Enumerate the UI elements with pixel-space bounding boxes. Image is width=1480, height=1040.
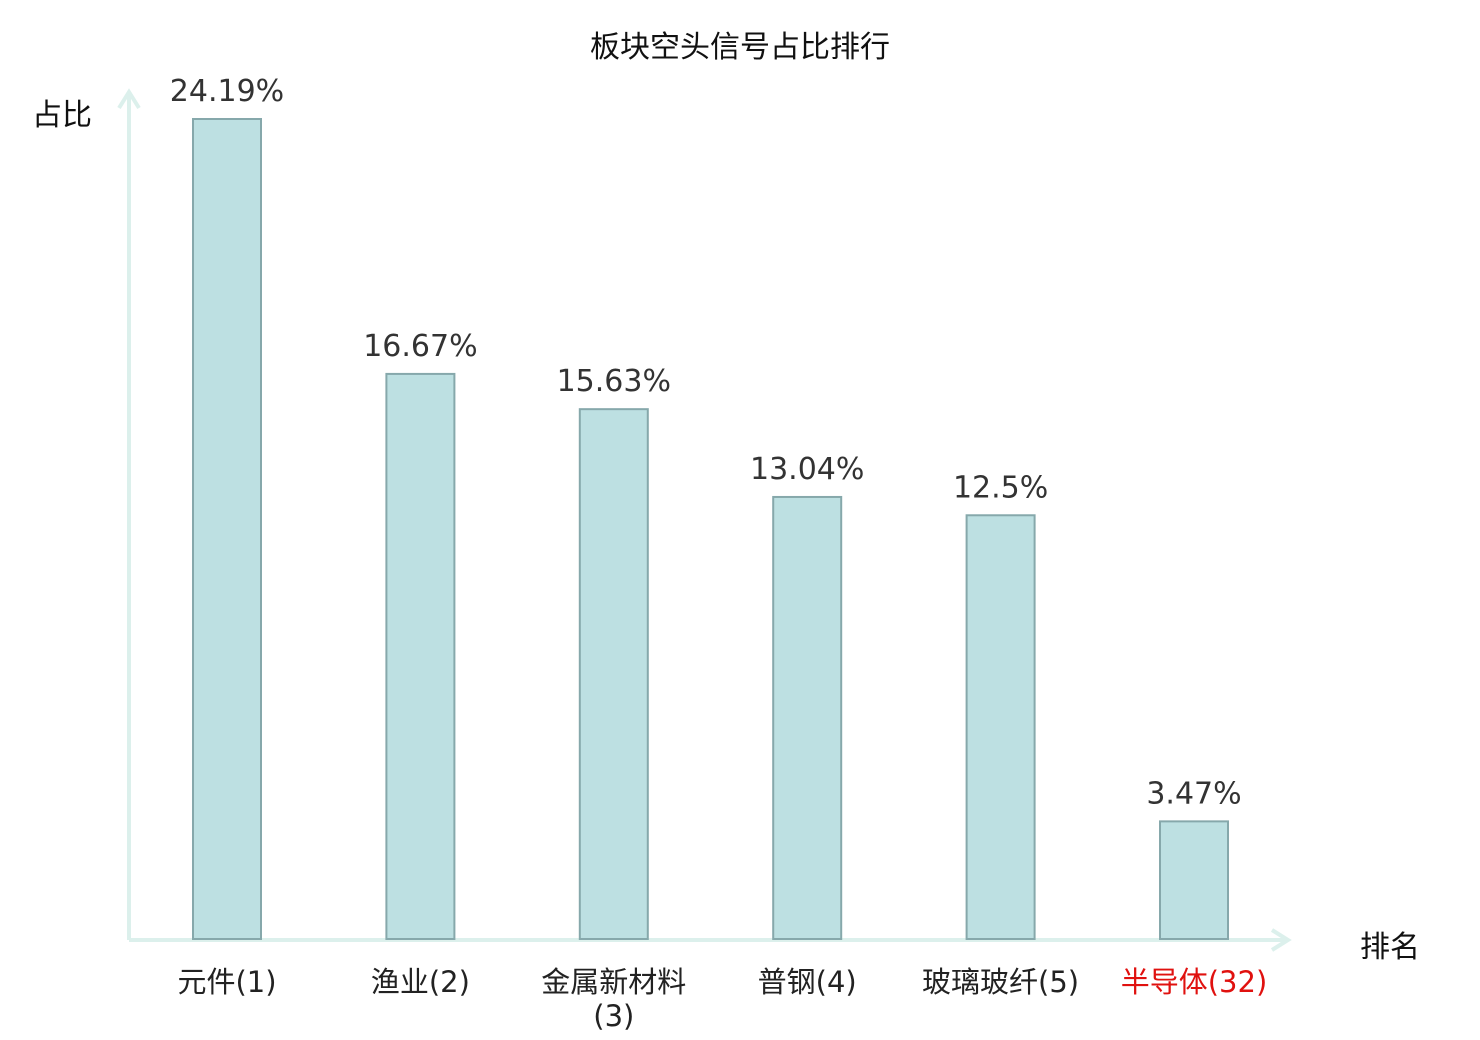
chart-title: 板块空头信号占比排行 xyxy=(590,30,890,65)
category-label-line: 元件(1) xyxy=(177,965,277,999)
bar-6 xyxy=(1159,820,1229,940)
y-axis-label: 占比 xyxy=(32,98,92,133)
value-label-6: 3.47% xyxy=(1146,776,1241,811)
value-label-1: 24.19% xyxy=(170,74,284,109)
bar-3 xyxy=(578,408,649,940)
chart-axes xyxy=(117,88,1292,952)
category-label-line: 玻璃玻纤(5) xyxy=(922,965,1080,999)
category-label-5: 玻璃玻纤(5) xyxy=(906,965,1096,999)
value-label-5: 12.5% xyxy=(953,470,1048,505)
bar-5 xyxy=(965,514,1036,940)
category-label-1: 元件(1) xyxy=(132,965,322,999)
value-label-2: 16.67% xyxy=(363,329,477,364)
category-label-line: 渔业(2) xyxy=(370,965,470,999)
category-label-line: 半导体(32) xyxy=(1120,965,1268,999)
category-label-3: 金属新材料 (3) xyxy=(519,965,709,1033)
bar-1 xyxy=(192,118,262,940)
category-label-2: 渔业(2) xyxy=(325,965,515,999)
bars-group xyxy=(192,118,1229,940)
value-label-3: 15.63% xyxy=(557,364,671,399)
x-axis-label: 排名 xyxy=(1360,930,1420,965)
y-axis-arrowhead xyxy=(117,88,141,110)
category-label-line: 普钢(4) xyxy=(757,965,857,999)
category-label-line: 金属新材料 xyxy=(541,965,687,999)
value-labels-group: 24.19% 16.67% 15.63% 13.04% 12.5% 3.47% xyxy=(170,74,1242,811)
category-label-4: 普钢(4) xyxy=(712,965,902,999)
category-label-6: 半导体(32) xyxy=(1099,965,1289,999)
value-label-4: 13.04% xyxy=(750,452,864,487)
bar-2 xyxy=(385,372,456,940)
category-label-line: (3) xyxy=(593,999,635,1033)
x-axis-arrowhead xyxy=(1270,928,1292,952)
bar-4 xyxy=(772,495,843,940)
